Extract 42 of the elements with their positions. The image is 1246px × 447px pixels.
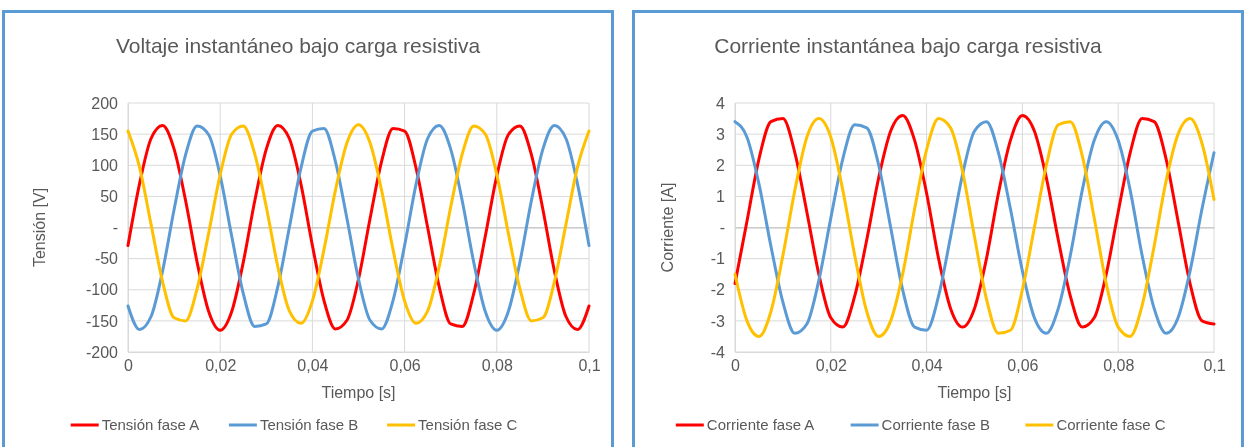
y-tick-label: -50	[94, 250, 119, 268]
chart-title: Corriente instantánea bajo carga resistiva	[714, 34, 1103, 57]
x-tick-label: 0,04	[297, 357, 329, 375]
y-tick-label: -150	[85, 312, 119, 330]
x-tick-label: 0,08	[1103, 357, 1135, 375]
legend-label: Tensión fase C	[418, 416, 518, 433]
x-axis-title: Tiempo [s]	[321, 384, 396, 401]
x-tick-label: 0,1	[578, 357, 601, 375]
x-tick-label: 0	[731, 357, 741, 375]
y-axis-title: Corriente [A]	[659, 182, 676, 273]
y-tick-label: 50	[100, 187, 119, 205]
legend-label: Tensión fase B	[259, 416, 359, 433]
y-tick-label: -1	[710, 250, 726, 268]
y-tick-label: 150	[91, 125, 119, 143]
y-tick-label: -3	[710, 312, 726, 330]
x-tick-label: 0,02	[205, 357, 237, 375]
y-tick-label: 100	[91, 156, 119, 174]
legend-label: Tensión fase A	[101, 416, 200, 433]
x-axis-title: Tiempo [s]	[937, 384, 1012, 401]
legend-label: Corriente fase C	[1056, 416, 1166, 433]
y-tick-label: 200	[91, 94, 119, 112]
y-tick-label: -4	[710, 343, 726, 361]
y-tick-label: 2	[716, 156, 726, 174]
y-axis-title: Tensión [V]	[31, 187, 48, 268]
y-tick-label: -100	[85, 281, 119, 299]
y-tick-label: -	[112, 219, 118, 237]
y-tick-label: 1	[716, 187, 726, 205]
y-tick-label: -2	[710, 281, 726, 299]
y-tick-label: -200	[85, 343, 119, 361]
x-tick-label: 0,06	[389, 357, 421, 375]
x-tick-label: 0,02	[815, 357, 847, 375]
y-tick-label: -	[719, 219, 725, 237]
legend-label: Corriente fase B	[881, 416, 990, 433]
y-tick-label: 3	[716, 125, 726, 143]
x-tick-label: 0	[124, 357, 134, 375]
x-tick-label: 0,06	[1007, 357, 1039, 375]
legend-label: Corriente fase A	[706, 416, 815, 433]
chart-title: Voltaje instantáneo bajo carga resistiva	[115, 34, 481, 57]
x-tick-label: 0,04	[911, 357, 943, 375]
x-tick-label: 0,1	[1203, 357, 1226, 375]
x-tick-label: 0,08	[481, 357, 513, 375]
y-tick-label: 4	[716, 94, 726, 112]
